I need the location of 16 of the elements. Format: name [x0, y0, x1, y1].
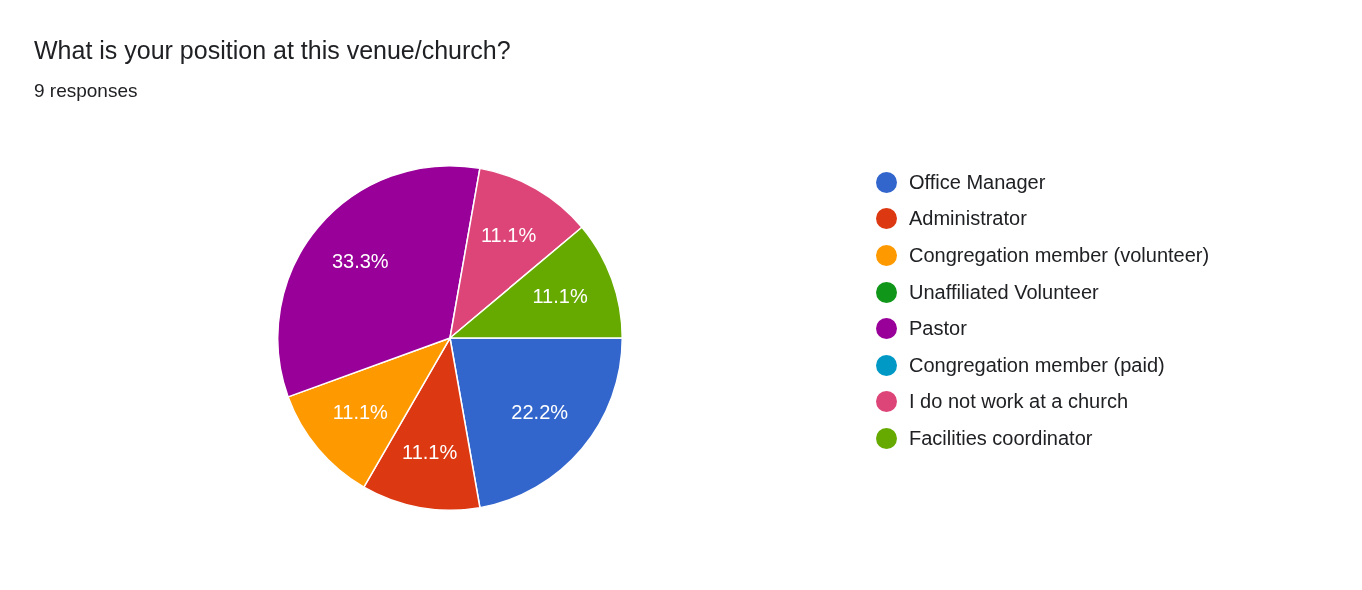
- legend-label: Congregation member (volunteer): [909, 243, 1210, 267]
- data-label: 22.2%: [511, 400, 569, 423]
- data-label: 11.1%: [402, 440, 458, 463]
- data-label: 11.1%: [532, 285, 588, 308]
- text: 9 responses: [34, 80, 138, 102]
- legend-label: I do not work at a church: [909, 390, 1129, 414]
- data-label: 11.1%: [480, 224, 537, 247]
- data-label: 11.1%: [332, 400, 389, 423]
- chart-title: What is your position at this venue/church?: [34, 36, 511, 65]
- legend-label: Congregation member (paid): [909, 353, 1165, 377]
- legend-label: Office Manager: [909, 170, 1046, 194]
- legend-label: Unaffiliated Volunteer: [909, 280, 1099, 304]
- legend-label: Pastor: [909, 317, 967, 341]
- legend-label: Administrator: [909, 207, 1027, 231]
- legend-label: Facilities coordinator: [909, 426, 1093, 450]
- data-label: 33.3%: [331, 250, 389, 273]
